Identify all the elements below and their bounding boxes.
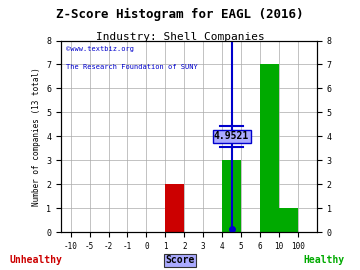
Text: Z-Score Histogram for EAGL (2016): Z-Score Histogram for EAGL (2016) bbox=[56, 8, 304, 21]
Text: 4.9521: 4.9521 bbox=[214, 131, 249, 141]
Bar bbox=[279, 208, 298, 232]
Bar bbox=[165, 184, 184, 232]
Text: Industry: Shell Companies: Industry: Shell Companies bbox=[96, 32, 264, 42]
Y-axis label: Number of companies (13 total): Number of companies (13 total) bbox=[32, 67, 41, 206]
Text: Unhealthy: Unhealthy bbox=[10, 255, 62, 265]
Text: Healthy: Healthy bbox=[303, 255, 345, 265]
Bar bbox=[260, 65, 279, 232]
Text: ©www.textbiz.org: ©www.textbiz.org bbox=[66, 46, 134, 52]
Text: The Research Foundation of SUNY: The Research Foundation of SUNY bbox=[66, 63, 198, 69]
Bar bbox=[222, 160, 241, 232]
Text: Score: Score bbox=[165, 255, 195, 265]
